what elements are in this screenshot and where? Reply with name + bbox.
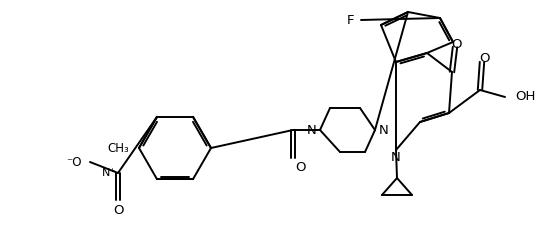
- Text: O: O: [478, 53, 490, 65]
- Text: O: O: [295, 161, 305, 174]
- Text: OH: OH: [515, 90, 535, 104]
- Text: N⁺: N⁺: [102, 168, 116, 178]
- Text: CH₃: CH₃: [107, 142, 129, 154]
- Text: ⁻O: ⁻O: [67, 155, 82, 169]
- Text: N: N: [391, 151, 401, 164]
- Text: O: O: [113, 204, 123, 217]
- Text: N: N: [306, 124, 316, 137]
- Text: O: O: [452, 38, 462, 50]
- Text: N: N: [379, 124, 389, 137]
- Text: F: F: [346, 14, 354, 26]
